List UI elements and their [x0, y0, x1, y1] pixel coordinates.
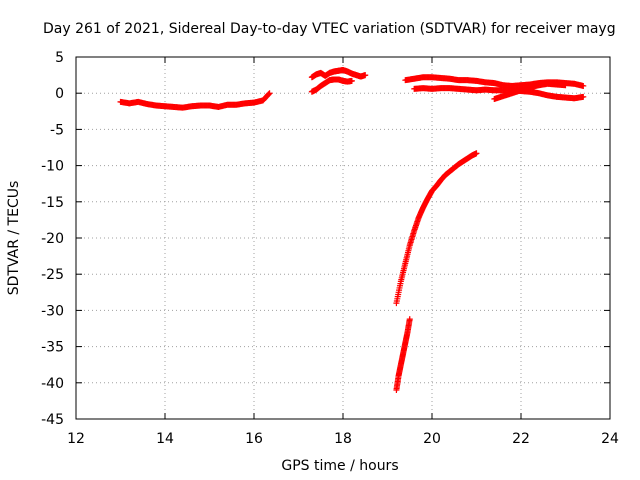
y-tick-label: -20 — [41, 231, 64, 247]
y-tick-label: -45 — [41, 412, 64, 428]
x-tick-label: 16 — [245, 431, 263, 447]
y-tick-label: -35 — [41, 340, 64, 356]
data-points — [117, 67, 587, 394]
data-series-arc-3 — [308, 76, 355, 95]
data-series-arc-7 — [393, 150, 480, 307]
data-point — [348, 77, 355, 84]
y-tick-label: -30 — [41, 303, 64, 319]
data-series-arc-8 — [393, 316, 413, 394]
data-series-arc-6 — [491, 80, 569, 102]
data-point — [266, 90, 273, 97]
x-tick-label: 14 — [156, 431, 174, 447]
data-point — [580, 93, 587, 100]
data-point — [562, 82, 569, 89]
x-axis-label: GPS time / hours — [281, 458, 398, 474]
axis-ticks: 12 14 16 18 20 22 24 5 0 -5 -10 -15 -20 -25 -30 -35 -40 -… — [41, 50, 619, 447]
y-tick-label: -40 — [41, 376, 64, 392]
y-tick-label: 0 — [55, 86, 64, 102]
x-tick-label: 18 — [334, 431, 352, 447]
x-tick-label: 24 — [601, 431, 619, 447]
y-tick-label: -25 — [41, 267, 64, 283]
x-tick-label: 22 — [512, 431, 530, 447]
x-tick-label: 20 — [423, 431, 441, 447]
grid-lines — [76, 57, 610, 419]
y-tick-label: -5 — [50, 122, 64, 138]
y-tick-label: 5 — [55, 50, 64, 66]
data-point — [406, 316, 413, 323]
chart-title: Day 261 of 2021, Sidereal Day-to-day VTE… — [43, 21, 616, 37]
y-axis-label: SDTVAR / TECUs — [6, 181, 22, 296]
y-tick-label: -10 — [41, 159, 64, 175]
data-series-arc-2 — [308, 67, 369, 81]
data-point — [362, 72, 369, 79]
data-point — [265, 90, 272, 97]
data-series-arc-1 — [117, 90, 273, 111]
data-point — [473, 150, 480, 157]
y-tick-label: -15 — [41, 195, 64, 211]
data-point — [580, 82, 587, 89]
x-tick-label: 12 — [67, 431, 85, 447]
